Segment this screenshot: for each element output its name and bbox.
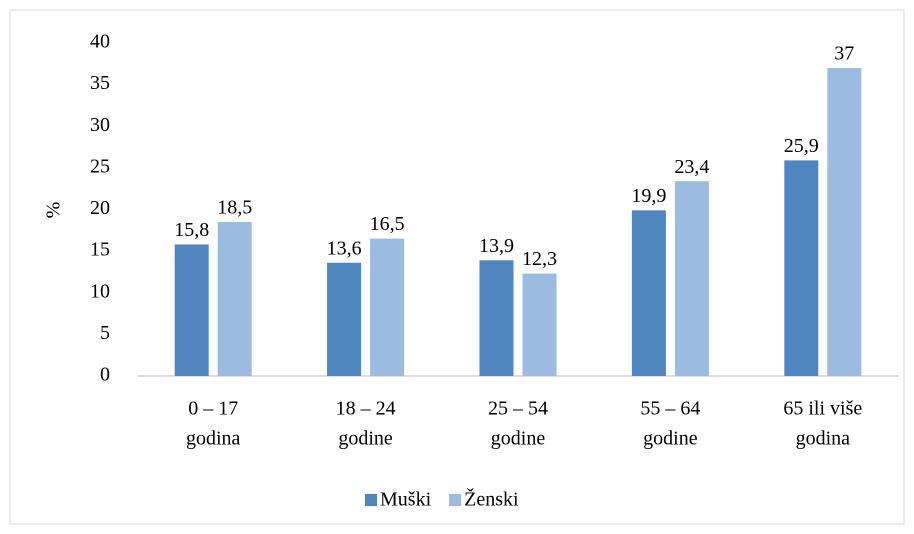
x-tick-label: 25 – 54 xyxy=(488,398,548,420)
y-tick-label: 10 xyxy=(90,280,110,302)
y-tick-label: 15 xyxy=(90,239,110,261)
y-axis-label: % xyxy=(43,202,65,219)
bar xyxy=(327,262,362,376)
legend-label: Ženski xyxy=(464,488,519,511)
value-label: 25,9 xyxy=(784,135,819,157)
x-tick-label: godine xyxy=(643,428,698,450)
bar xyxy=(674,181,709,376)
x-tick-label: 65 ili više xyxy=(783,398,862,420)
value-label: 19,9 xyxy=(631,185,666,207)
y-tick-label: 25 xyxy=(90,155,110,177)
value-label: 15,8 xyxy=(174,219,209,241)
x-tick-label: 18 – 24 xyxy=(336,398,396,420)
bar xyxy=(370,238,405,376)
bar xyxy=(479,260,514,376)
y-tick-label: 30 xyxy=(90,114,110,136)
y-tick-label: 40 xyxy=(90,31,110,53)
chart-border xyxy=(9,9,905,525)
legend-swatch xyxy=(365,494,377,506)
x-tick-label: godina xyxy=(796,428,851,450)
y-tick-label: 20 xyxy=(90,197,110,219)
bar xyxy=(522,273,557,376)
bar xyxy=(631,210,666,376)
y-tick-label: 35 xyxy=(90,72,110,94)
value-label: 12,3 xyxy=(522,248,557,270)
x-tick-label: godine xyxy=(338,428,393,450)
y-tick-label: 0 xyxy=(100,364,110,386)
x-tick-label: 55 – 64 xyxy=(640,398,700,420)
bar xyxy=(217,221,252,376)
bar xyxy=(174,244,209,376)
bar xyxy=(784,160,819,376)
legend-swatch xyxy=(449,494,462,506)
legend-label: Muški xyxy=(380,489,432,511)
value-label: 18,5 xyxy=(217,197,252,219)
value-label: 13,9 xyxy=(479,235,514,257)
value-label: 16,5 xyxy=(370,213,405,235)
x-tick-label: godine xyxy=(491,428,546,450)
value-label: 37 xyxy=(834,43,854,65)
value-label: 13,6 xyxy=(327,237,362,259)
value-label: 23,4 xyxy=(674,156,709,178)
x-tick-label: 0 – 17 xyxy=(188,398,238,420)
bar xyxy=(827,67,862,376)
x-tick-label: godina xyxy=(186,428,241,450)
y-tick-label: 5 xyxy=(100,322,110,344)
